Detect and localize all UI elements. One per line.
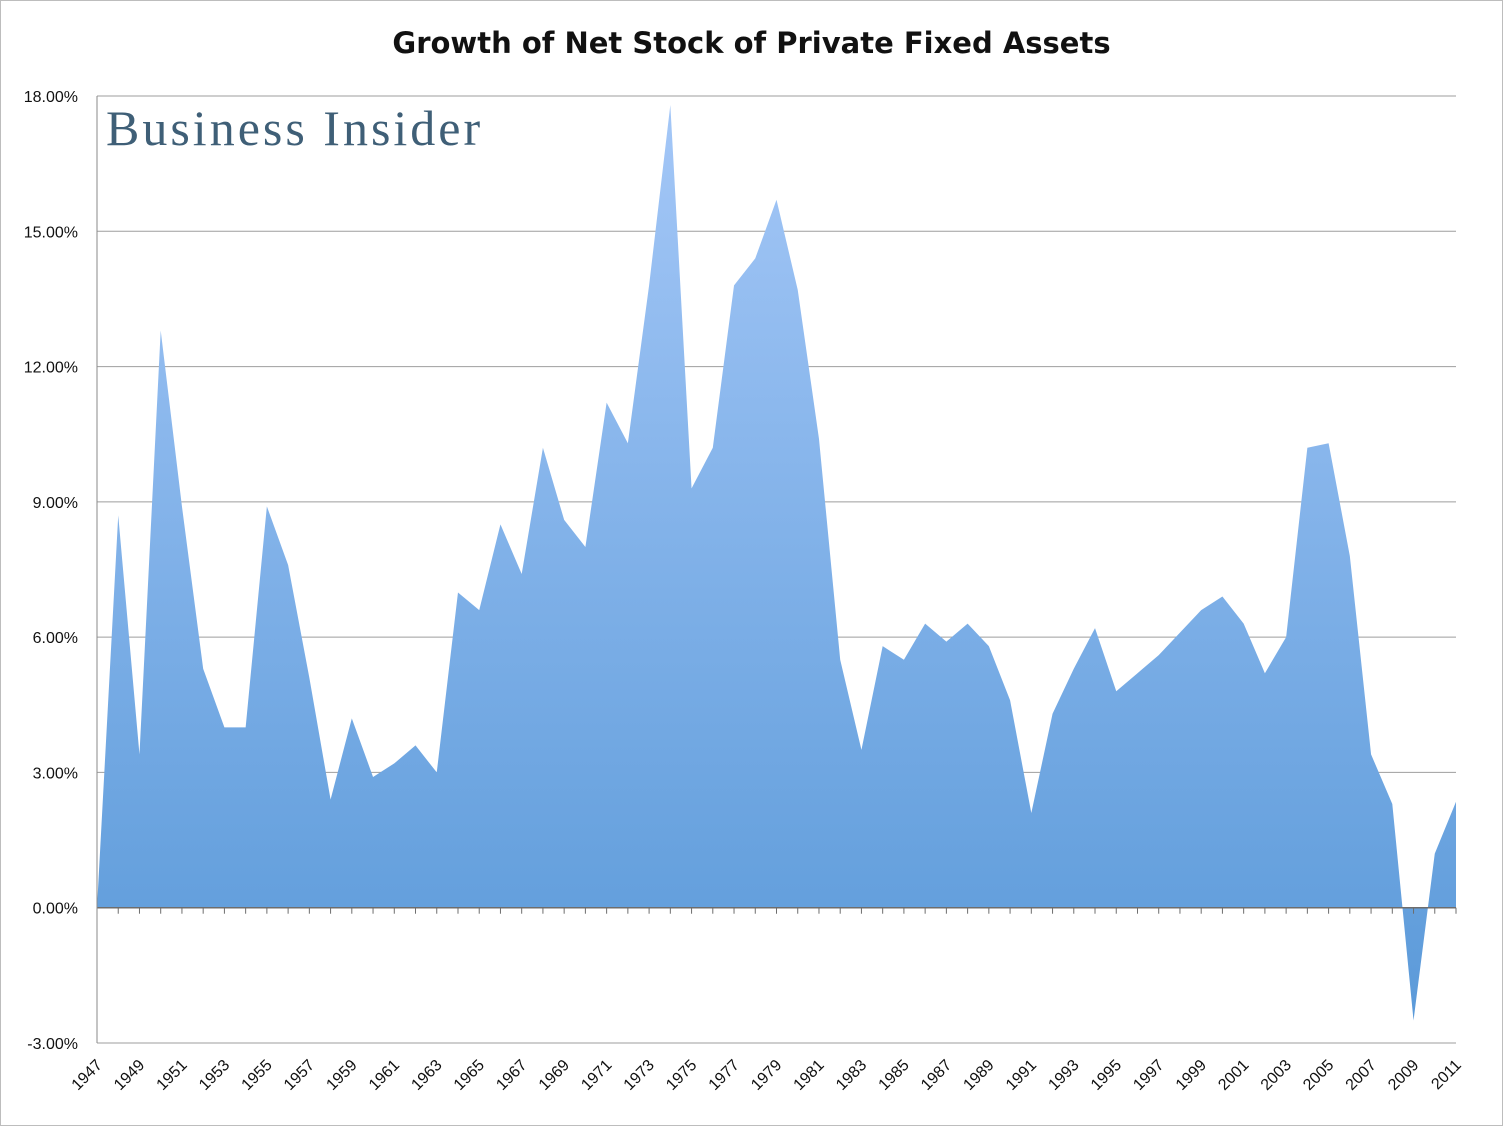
y-tick-label: 3.00%	[33, 765, 78, 782]
area-fill	[97, 105, 1456, 1021]
x-tick-label: 1959	[323, 1057, 360, 1094]
x-tick-label: 1999	[1173, 1057, 1210, 1094]
x-tick-label: 1993	[1045, 1057, 1082, 1094]
x-tick-label: 1963	[408, 1057, 445, 1094]
x-tick-label: 1955	[239, 1057, 276, 1094]
x-tick-label: 1965	[451, 1057, 488, 1094]
x-tick-label: 1987	[918, 1057, 955, 1094]
x-tick-label: 1991	[1003, 1057, 1040, 1094]
x-tick-label: 1979	[748, 1057, 785, 1094]
x-axis	[96, 96, 1457, 1043]
y-tick-label: 0.00%	[33, 901, 78, 918]
x-tick-label: 2003	[1258, 1057, 1295, 1094]
x-tick-label: 1975	[663, 1057, 700, 1094]
x-tick-label: 1971	[578, 1057, 615, 1094]
x-tick-label: 1953	[196, 1057, 233, 1094]
x-tick-label: 1947	[69, 1057, 106, 1094]
x-tick-label: 1989	[960, 1057, 997, 1094]
x-tick-label: 1961	[366, 1057, 403, 1094]
x-tick-label: 1997	[1130, 1057, 1167, 1094]
x-tick-label: 1951	[154, 1057, 191, 1094]
watermark-logo: Business Insider	[106, 100, 483, 156]
x-axis-ticks: 1947 1949 1951 1953 1955 1957 1959 1961 1963 1965…	[69, 1057, 1465, 1094]
x-tick-label: 2001	[1215, 1057, 1252, 1094]
y-tick-label: 12.00%	[24, 360, 78, 377]
x-tick-label: 1967	[493, 1057, 530, 1094]
y-tick-label: 6.00%	[33, 630, 78, 647]
x-tick-label: 1973	[621, 1057, 658, 1094]
x-tick-label: 2009	[1385, 1057, 1422, 1094]
x-tick-label: 1957	[281, 1057, 318, 1094]
y-tick-label: 18.00%	[24, 89, 78, 106]
chart-title: Growth of Net Stock of Private Fixed Ass…	[392, 26, 1111, 60]
x-tick-label: 1949	[111, 1057, 148, 1094]
x-tick-label: 2011	[1428, 1057, 1464, 1093]
x-tick-label: 1995	[1088, 1057, 1125, 1094]
y-axis-ticks: 18.00% 15.00% 12.00% 9.00% 6.00% 3.00% 0.00% -3…	[24, 89, 78, 1053]
y-tick-label: 15.00%	[24, 224, 78, 241]
x-tick-label: 1985	[876, 1057, 913, 1094]
x-tick-label: 1977	[706, 1057, 743, 1094]
y-tick-label: 9.00%	[33, 495, 78, 512]
y-tick-label: -3.00%	[27, 1036, 78, 1053]
x-tick-label: 1983	[833, 1057, 870, 1094]
x-tick-label: 1981	[791, 1057, 828, 1094]
x-tick-label: 2005	[1300, 1057, 1337, 1094]
x-tick-label: 2007	[1343, 1057, 1380, 1094]
x-tick-label: 1969	[536, 1057, 573, 1094]
area-series	[97, 105, 1456, 1021]
